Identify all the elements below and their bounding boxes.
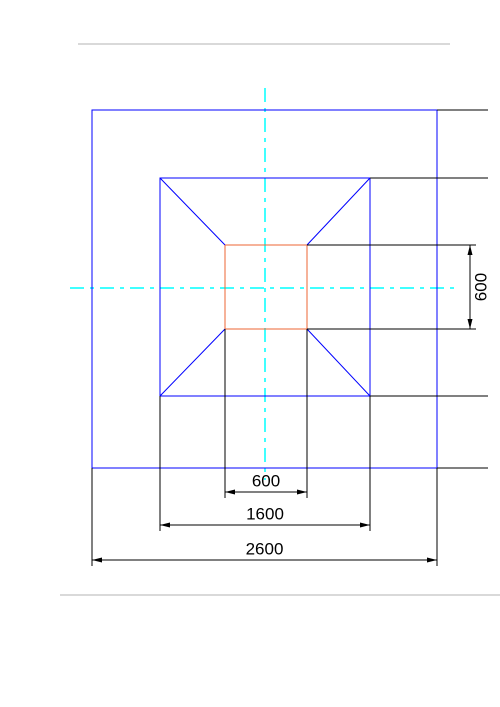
diagonal-line — [307, 329, 370, 396]
diagonal-line — [160, 178, 225, 245]
dimension-label: 600 — [471, 273, 490, 301]
diagonal-line — [307, 178, 370, 245]
dimension-horizontal: 1600 — [160, 504, 370, 527]
engineering-diagram: 600 1600 2600 600 — [0, 0, 500, 707]
diagonal-line — [160, 329, 225, 396]
dimension-label: 1600 — [246, 504, 284, 523]
dimension-horizontal: 2600 — [92, 539, 437, 562]
dimension-vertical: 600 — [468, 245, 491, 329]
dimension-horizontal: 600 — [225, 471, 307, 494]
dimension-label: 2600 — [246, 539, 284, 558]
inner-rectangle — [225, 245, 307, 329]
dimension-label: 600 — [252, 471, 280, 490]
